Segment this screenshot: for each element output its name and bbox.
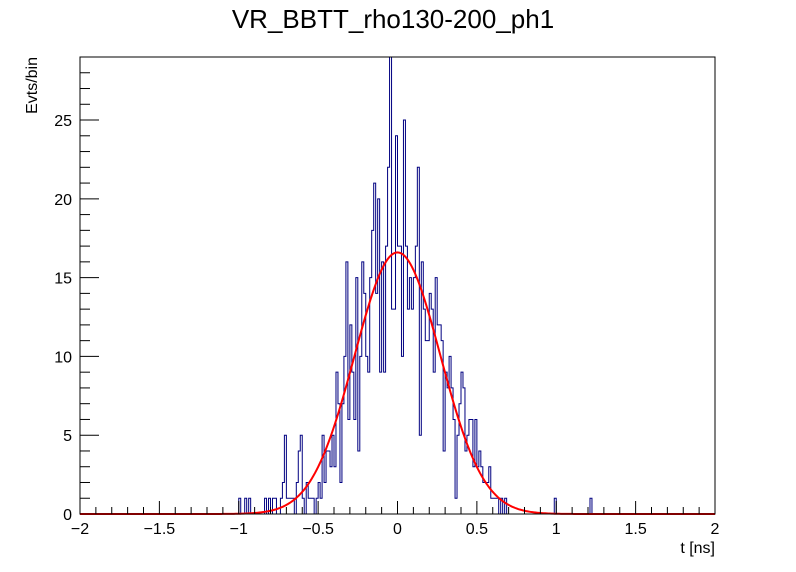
y-axis: 0 5 10 15 20 25 bbox=[54, 56, 99, 524]
gaussian-fit-line bbox=[80, 251, 715, 515]
x-tick-label: −1 bbox=[230, 521, 248, 538]
plot-frame bbox=[79, 56, 716, 515]
y-tick-label: 15 bbox=[54, 271, 72, 288]
chart-title: VR_BBTT_rho130-200_ph1 bbox=[232, 4, 554, 34]
y-tick-label: 20 bbox=[54, 192, 72, 209]
fit-layer bbox=[80, 251, 715, 515]
y-tick-label: 0 bbox=[63, 507, 72, 524]
histogram-layer bbox=[80, 56, 676, 515]
y-axis-label: Evts/bin bbox=[24, 57, 41, 114]
x-tick-label: 1 bbox=[552, 521, 561, 538]
y-tick-label: 5 bbox=[63, 428, 72, 445]
x-tick-label: −1.5 bbox=[144, 521, 176, 538]
x-axis: −2 −1.5 −1 −0.5 0 0.5 1 1.5 2 bbox=[71, 501, 720, 538]
x-tick-label: 0 bbox=[393, 521, 402, 538]
x-tick-label: 1.5 bbox=[625, 521, 647, 538]
x-tick-label: −2 bbox=[71, 521, 89, 538]
x-axis-label: t [ns] bbox=[680, 540, 715, 557]
histogram-series bbox=[80, 56, 676, 515]
y-tick-label: 10 bbox=[54, 349, 72, 366]
x-tick-label: −0.5 bbox=[302, 521, 334, 538]
y-tick-label: 25 bbox=[54, 113, 72, 130]
x-tick-label: 0.5 bbox=[466, 521, 488, 538]
x-tick-label: 2 bbox=[711, 521, 720, 538]
